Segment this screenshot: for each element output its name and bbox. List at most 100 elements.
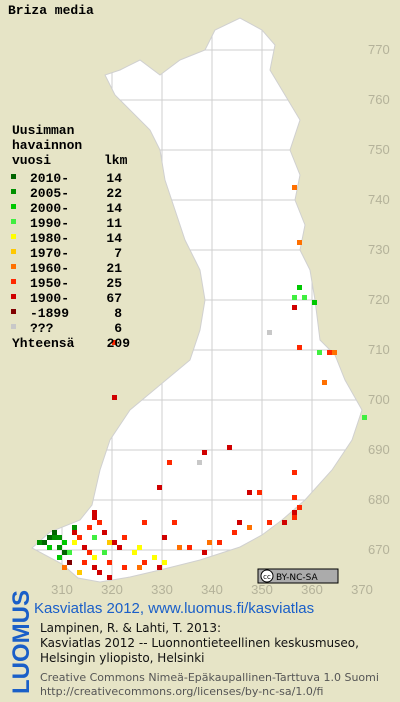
occurrence-cell — [107, 560, 112, 565]
title: Briza media — [8, 3, 94, 18]
occurrence-cell — [197, 460, 202, 465]
legend-label: 1900- — [30, 291, 69, 306]
occurrence-cell — [112, 395, 117, 400]
occurrence-cell — [72, 540, 77, 545]
occurrence-cell — [72, 530, 77, 535]
occurrence-cell — [302, 295, 307, 300]
legend-swatch — [11, 204, 16, 209]
legend-label: 1950- — [30, 276, 69, 291]
legend-count: 14 — [106, 231, 122, 246]
legend-label: 1960- — [30, 261, 69, 276]
occurrence-cell — [282, 520, 287, 525]
occurrence-cell — [267, 330, 272, 335]
y-tick-label: 720 — [368, 292, 390, 307]
legend-label: 1990- — [30, 216, 69, 231]
x-tick-label: 340 — [201, 582, 223, 597]
credit-line: Helsingin yliopisto, Helsinki — [40, 651, 205, 665]
occurrence-cell — [52, 530, 57, 535]
legend-count: 6 — [114, 321, 122, 336]
occurrence-cell — [142, 520, 147, 525]
occurrence-cell — [292, 515, 297, 520]
occurrence-cell — [162, 535, 167, 540]
occurrence-cell — [87, 550, 92, 555]
occurrence-cell — [37, 540, 42, 545]
occurrence-cell — [247, 525, 252, 530]
legend-swatch — [11, 249, 16, 254]
occurrence-cell — [312, 300, 317, 305]
legend-count: 14 — [106, 171, 122, 186]
total-label: Yhteensä — [12, 336, 75, 351]
legend-count: 25 — [106, 276, 122, 291]
y-tick-label: 680 — [368, 492, 390, 507]
occurrence-cell — [237, 520, 242, 525]
legend-label: 2010- — [30, 171, 69, 186]
legend-count: 8 — [114, 306, 122, 321]
y-tick-label: 730 — [368, 242, 390, 257]
occurrence-cell — [107, 540, 112, 545]
finland-outline — [31, 17, 363, 583]
occurrence-cell — [162, 560, 167, 565]
y-tick-label: 750 — [368, 142, 390, 157]
occurrence-cell — [117, 545, 122, 550]
occurrence-cell — [217, 540, 222, 545]
cc-icon-text: cc — [263, 573, 271, 581]
legend-label: 1970- — [30, 246, 69, 261]
occurrence-cell — [102, 550, 107, 555]
cc-icon — [260, 569, 274, 583]
legend-swatch — [11, 189, 16, 194]
cc-badge — [257, 568, 339, 584]
occurrence-cell — [202, 450, 207, 455]
occurrence-cell — [167, 460, 172, 465]
occurrence-cell — [322, 380, 327, 385]
occurrence-cell — [102, 530, 107, 535]
legend-label: -1899 — [30, 306, 69, 321]
occurrence-cell — [97, 570, 102, 575]
occurrence-cell — [52, 535, 57, 540]
occurrence-cell — [112, 340, 117, 345]
occurrence-cell — [112, 540, 117, 545]
x-tick-label: 360 — [301, 582, 323, 597]
y-tick-label: 740 — [368, 192, 390, 207]
occurrence-cell — [292, 295, 297, 300]
legend-label: 2005- — [30, 186, 69, 201]
legend-label: 2000- — [30, 201, 69, 216]
license: Creative Commons Nimeä-Epäkaupallinen-Ta… — [40, 671, 379, 684]
occurrence-cell — [82, 560, 87, 565]
legend-header: havainnon — [12, 138, 82, 153]
legend-count: 7 — [114, 246, 122, 261]
occurrence-cell — [137, 565, 142, 570]
occurrence-cell — [62, 550, 67, 555]
occurrence-cell — [122, 565, 127, 570]
legend-count: 11 — [106, 216, 122, 231]
occurrence-cell — [57, 535, 62, 540]
legend-header: vuosi — [12, 153, 51, 168]
occurrence-cell — [42, 540, 47, 545]
occurrence-cell — [82, 545, 87, 550]
occurrence-cell — [92, 515, 97, 520]
occurrence-cell — [187, 545, 192, 550]
legend-swatch — [11, 219, 16, 224]
legend-count-header: lkm — [104, 153, 128, 168]
occurrence-cell — [142, 560, 147, 565]
occurrence-cell — [362, 415, 367, 420]
x-tick-label: 370 — [351, 582, 373, 597]
legend-swatch — [11, 324, 16, 329]
occurrence-cell — [157, 565, 162, 570]
occurrence-cell — [297, 240, 302, 245]
y-tick-label: 770 — [368, 42, 390, 57]
occurrence-cell — [317, 350, 322, 355]
occurrence-cell — [172, 520, 177, 525]
occurrence-cell — [327, 350, 332, 355]
credit-link[interactable]: Kasviatlas 2012, www.luomus.fi/kasviatla… — [34, 600, 314, 617]
license-url[interactable]: http://creativecommons.org/licenses/by-n… — [40, 685, 323, 698]
occurrence-cell — [247, 490, 252, 495]
occurrence-cell — [67, 550, 72, 555]
x-tick-label: 310 — [51, 582, 73, 597]
occurrence-cell — [77, 570, 82, 575]
occurrence-cell — [177, 545, 182, 550]
occurrence-cell — [292, 305, 297, 310]
occurrence-cell — [297, 285, 302, 290]
logo: LUOMUS — [8, 590, 35, 694]
legend-count: 67 — [106, 291, 122, 306]
legend-label: 1980- — [30, 231, 69, 246]
